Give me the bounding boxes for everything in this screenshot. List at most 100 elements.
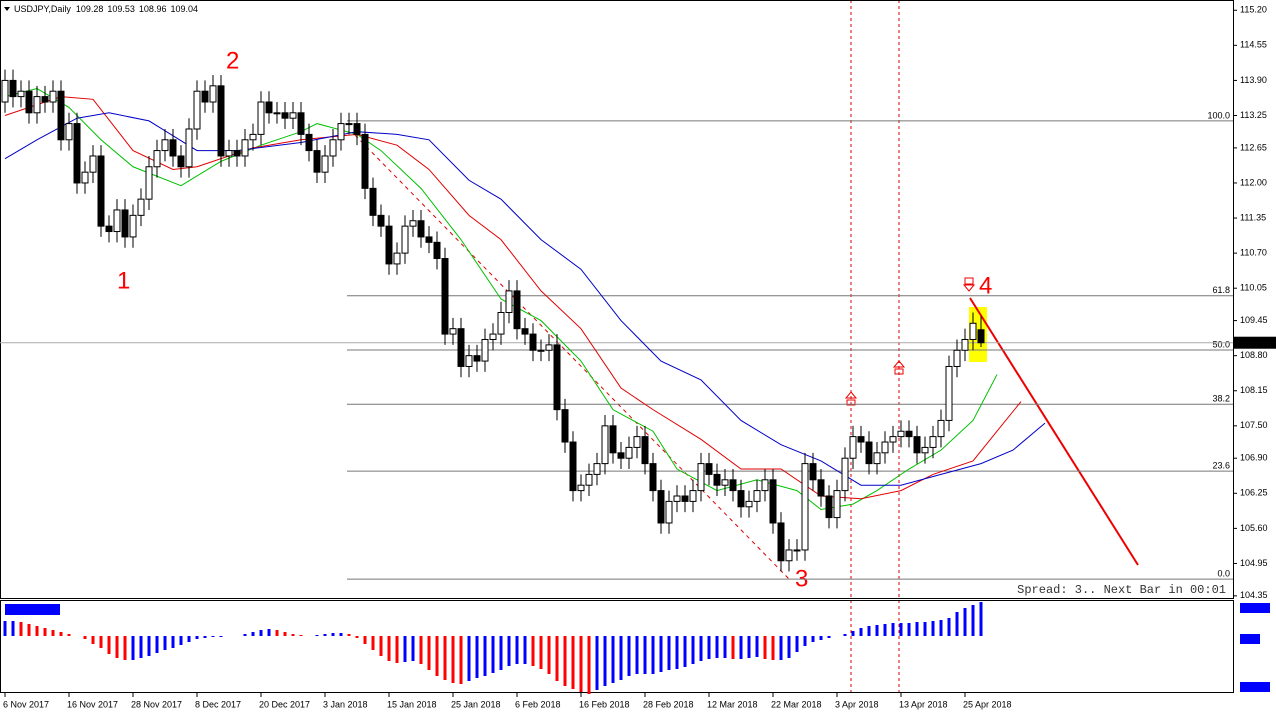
candle-body (153, 150, 161, 168)
candle-body (545, 344, 553, 351)
candle-body (105, 225, 113, 233)
candle-body (217, 85, 225, 157)
candle-body (969, 322, 977, 340)
candle-body (817, 479, 825, 497)
candle-body (577, 484, 585, 492)
candle-body (513, 290, 521, 330)
x-tick-label: 25 Jan 2018 (451, 699, 501, 709)
candle-body (921, 446, 929, 454)
y-tick-label: 113.90 (1240, 75, 1267, 85)
y-tick-label: 104.35 (1240, 590, 1268, 600)
candle-body (289, 112, 297, 119)
candle-body (937, 419, 945, 438)
candle-body (785, 549, 793, 562)
candle-body (281, 112, 289, 119)
header: USDJPY,Daily 109.28 109.53 108.96 109.04 (14, 4, 198, 14)
candle-body (337, 123, 345, 141)
candle-body (321, 155, 329, 173)
moving-average (4, 87, 998, 511)
candle-body (777, 522, 785, 562)
x-tick-label: 3 Jan 2018 (323, 699, 368, 709)
candle-body (857, 436, 865, 443)
x-tick-label: 22 Mar 2018 (771, 699, 822, 709)
osc-axis-label (1240, 634, 1260, 644)
y-tick-label: 108.80 (1240, 350, 1268, 360)
candle-body (481, 338, 489, 362)
candle-body (377, 214, 385, 227)
candle-body (313, 150, 321, 173)
menu-triangle[interactable] (4, 7, 10, 11)
candle-body (249, 133, 257, 141)
open: 109.28 (76, 4, 104, 14)
osc-axis-label (1240, 603, 1270, 613)
candle-body (665, 500, 673, 524)
candle-body (737, 490, 745, 508)
candle-body (505, 290, 513, 313)
candle-body (681, 495, 689, 502)
symbol: USDJPY,Daily (14, 4, 71, 14)
candle-body (225, 150, 233, 157)
y-tick-label: 104.95 (1240, 558, 1268, 568)
candle-body (929, 436, 937, 448)
candle-body (417, 220, 425, 238)
y-tick-label: 115.20 (1240, 5, 1267, 15)
x-tick-label: 6 Feb 2018 (515, 699, 561, 709)
candle-body (273, 112, 281, 115)
candle-body (137, 198, 145, 216)
candle-body (729, 479, 737, 492)
candle-body (593, 463, 601, 475)
fib-label: 0.0 (1217, 568, 1230, 578)
candle-body (265, 101, 273, 114)
candle-body (369, 187, 377, 216)
wave-label: 2 (226, 47, 239, 74)
candle-body (881, 441, 889, 454)
candle-body (97, 155, 105, 227)
candle-body (209, 85, 217, 103)
candle-body (41, 96, 49, 103)
candle-body (449, 328, 457, 335)
candle-body (33, 96, 41, 114)
candle-body (801, 463, 809, 551)
fib-label: 61.8 (1212, 285, 1230, 295)
x-tick-label: 15 Jan 2018 (387, 699, 437, 709)
candle-body (297, 112, 305, 135)
x-tick-label: 20 Dec 2017 (259, 699, 310, 709)
candle-body (121, 209, 129, 238)
candle-body (953, 349, 961, 367)
candle-body (809, 463, 817, 481)
candle-body (529, 333, 537, 351)
candle-body (537, 349, 545, 352)
candle-body (553, 344, 561, 411)
y-tick-label: 110.05 (1240, 283, 1267, 293)
candle-body (329, 139, 337, 157)
candle-body (673, 495, 681, 502)
y-tick-label: 109.45 (1240, 315, 1268, 325)
candle-body (561, 409, 569, 443)
candle-body (841, 457, 849, 492)
candle-body (585, 473, 593, 486)
x-tick-label: 28 Feb 2018 (643, 699, 694, 709)
up-arrow (844, 391, 858, 406)
candle-body (609, 425, 617, 454)
fib-label: 100.0 (1207, 110, 1230, 120)
candle-body (193, 90, 201, 130)
candle-body (25, 90, 33, 114)
candle-body (257, 101, 265, 135)
candle-body (393, 252, 401, 265)
y-tick-label: 113.25 (1240, 110, 1267, 120)
y-tick-label: 108.15 (1240, 385, 1268, 395)
x-tick-label: 8 Dec 2017 (195, 699, 241, 709)
x-tick-label: 25 Apr 2018 (963, 699, 1012, 709)
candle-body (49, 90, 57, 103)
high: 109.53 (107, 4, 135, 14)
candle-body (201, 90, 209, 103)
main-frame (0, 0, 1234, 599)
candle-body (833, 490, 841, 519)
osc-axis-label (1240, 682, 1270, 692)
y-tick-label: 112.00 (1240, 177, 1267, 187)
low: 108.96 (139, 4, 167, 14)
fib-label: 23.6 (1212, 461, 1230, 471)
candle-body (649, 463, 657, 492)
